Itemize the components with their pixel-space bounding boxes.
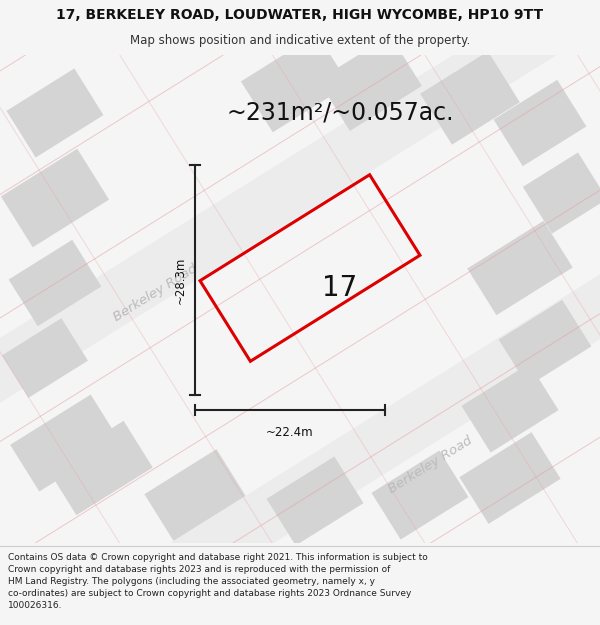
Polygon shape <box>2 318 88 398</box>
Polygon shape <box>494 80 586 166</box>
Polygon shape <box>0 0 600 495</box>
Polygon shape <box>499 300 592 386</box>
Polygon shape <box>371 451 469 539</box>
Polygon shape <box>47 421 153 515</box>
Polygon shape <box>460 432 560 524</box>
Text: 17, BERKELEY ROAD, LOUDWATER, HIGH WYCOMBE, HP10 9TT: 17, BERKELEY ROAD, LOUDWATER, HIGH WYCOM… <box>56 8 544 22</box>
Text: Contains OS data © Crown copyright and database right 2021. This information is : Contains OS data © Crown copyright and d… <box>8 553 428 562</box>
Text: ~22.4m: ~22.4m <box>266 426 314 439</box>
Text: Crown copyright and database rights 2023 and is reproduced with the permission o: Crown copyright and database rights 2023… <box>8 565 391 574</box>
Text: co-ordinates) are subject to Crown copyright and database rights 2023 Ordnance S: co-ordinates) are subject to Crown copyr… <box>8 589 412 598</box>
Polygon shape <box>34 151 600 625</box>
Polygon shape <box>1 149 109 248</box>
Polygon shape <box>467 221 573 315</box>
Polygon shape <box>10 394 120 491</box>
Polygon shape <box>7 69 103 158</box>
Polygon shape <box>266 456 364 546</box>
Polygon shape <box>8 240 101 326</box>
Text: ~231m²/~0.057ac.: ~231m²/~0.057ac. <box>226 101 454 125</box>
Text: 17: 17 <box>322 274 358 302</box>
Polygon shape <box>523 152 600 234</box>
Polygon shape <box>318 35 422 131</box>
Polygon shape <box>241 34 349 132</box>
Text: Berkeley Road: Berkeley Road <box>386 434 474 496</box>
Text: Berkeley Road: Berkeley Road <box>111 262 199 324</box>
Text: ~28.3m: ~28.3m <box>173 256 187 304</box>
Polygon shape <box>145 449 245 541</box>
Text: Map shows position and indicative extent of the property.: Map shows position and indicative extent… <box>130 34 470 47</box>
Polygon shape <box>461 364 559 452</box>
Text: HM Land Registry. The polygons (including the associated geometry, namely x, y: HM Land Registry. The polygons (includin… <box>8 577 375 586</box>
Polygon shape <box>420 51 520 144</box>
Text: 100026316.: 100026316. <box>8 601 62 610</box>
